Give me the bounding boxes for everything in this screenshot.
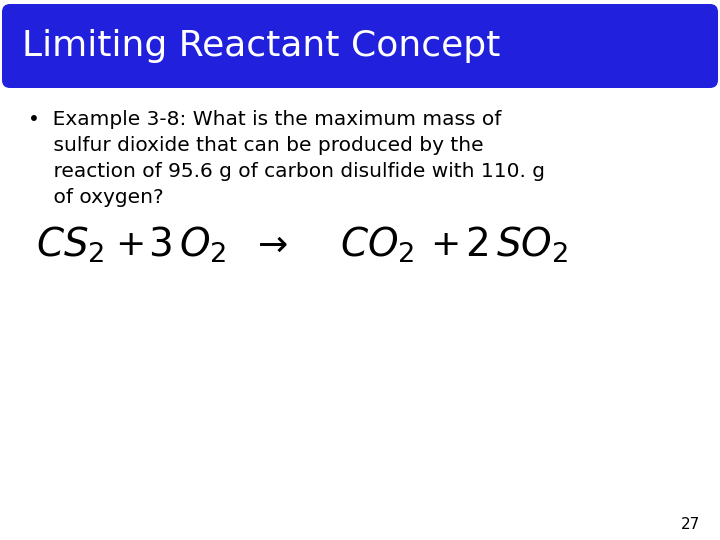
Text: $2\,\mathit{SO}_2$: $2\,\mathit{SO}_2$ <box>465 225 568 265</box>
Text: $3\,\mathit{O}_2$: $3\,\mathit{O}_2$ <box>148 225 226 265</box>
Text: of oxygen?: of oxygen? <box>28 188 163 207</box>
Text: $+$: $+$ <box>115 228 143 262</box>
Text: •  Example 3-8: What is the maximum mass of: • Example 3-8: What is the maximum mass … <box>28 110 501 129</box>
Text: $+$: $+$ <box>430 228 459 262</box>
Text: $\mathit{CS}_2$: $\mathit{CS}_2$ <box>36 225 104 265</box>
Text: sulfur dioxide that can be produced by the: sulfur dioxide that can be produced by t… <box>28 136 484 155</box>
FancyBboxPatch shape <box>2 4 718 88</box>
Text: reaction of 95.6 g of carbon disulfide with 110. g: reaction of 95.6 g of carbon disulfide w… <box>28 162 545 181</box>
Text: 27: 27 <box>680 517 700 532</box>
Text: $\mathit{CO}_2$: $\mathit{CO}_2$ <box>340 225 415 265</box>
Text: Limiting Reactant Concept: Limiting Reactant Concept <box>22 29 500 63</box>
Text: $\rightarrow$: $\rightarrow$ <box>250 228 287 262</box>
